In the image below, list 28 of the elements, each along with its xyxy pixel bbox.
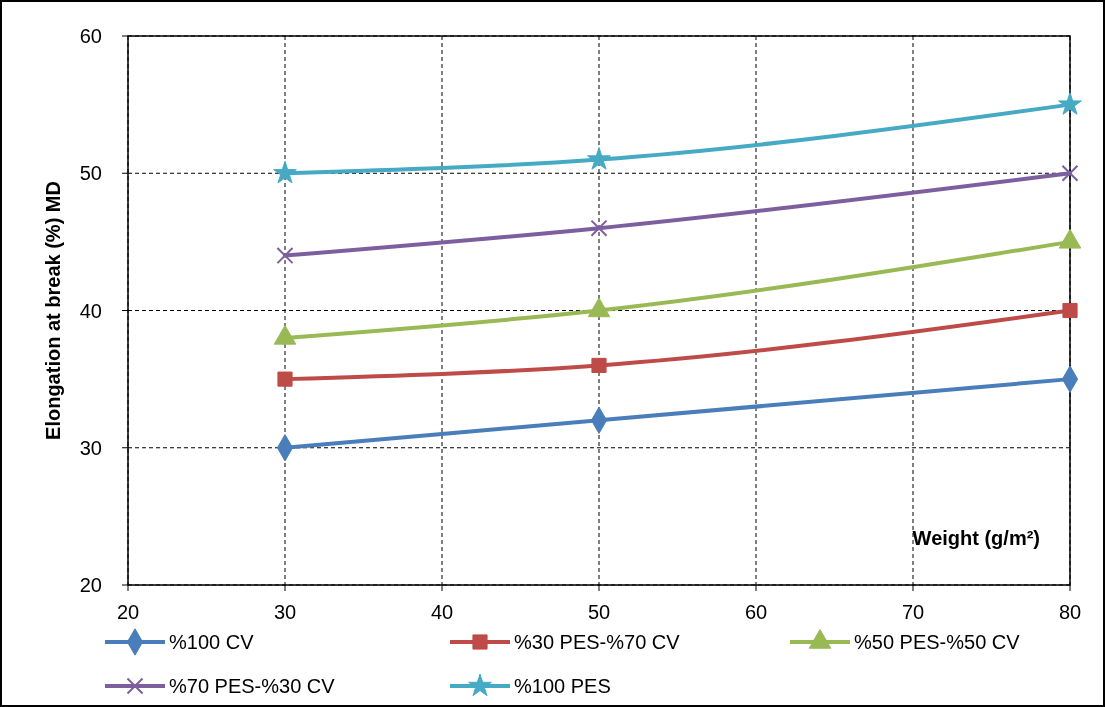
legend-label: %30 PES-%70 CV xyxy=(514,631,681,653)
y-tick-label: 60 xyxy=(79,25,102,47)
y-axis-title: Elongation at break (%) MD xyxy=(42,181,64,440)
point xyxy=(591,357,607,373)
x-axis-title: Weight (g/m²) xyxy=(912,527,1040,549)
legend-label: %100 PES xyxy=(514,675,611,697)
y-tick-label: 40 xyxy=(79,299,102,322)
point xyxy=(277,371,293,387)
x-tick-label: 50 xyxy=(587,601,611,623)
legend-label: %50 PES-%50 CV xyxy=(854,631,1021,653)
y-tick-label: 20 xyxy=(79,574,102,596)
point xyxy=(1061,164,1079,182)
y-tick-label: 50 xyxy=(79,162,102,185)
x-tick-label: 40 xyxy=(430,601,454,623)
x-tick-label: 30 xyxy=(273,601,297,623)
legend-label: %100 CV xyxy=(169,631,255,653)
point xyxy=(590,219,608,237)
point xyxy=(1058,92,1082,115)
point xyxy=(587,147,611,170)
legend-label: %70 PES-%30 CV xyxy=(169,675,336,697)
point xyxy=(273,160,297,184)
x-tick-label: 20 xyxy=(116,601,140,623)
x-tick-label: 70 xyxy=(901,601,925,623)
y-tick-label: 30 xyxy=(79,436,102,459)
x-tick-label: 80 xyxy=(1058,601,1082,623)
point xyxy=(276,247,294,265)
x-tick-label: 60 xyxy=(744,601,768,623)
point xyxy=(1062,302,1078,319)
